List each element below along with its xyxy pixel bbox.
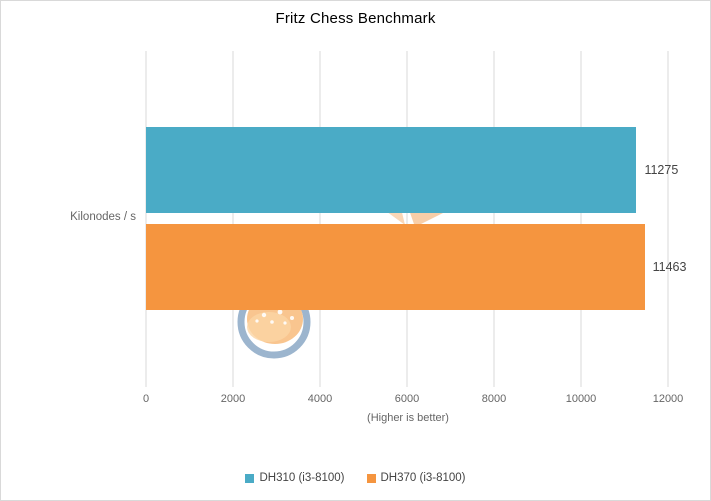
gridline: [232, 51, 234, 387]
x-axis-label: (Higher is better): [367, 412, 449, 424]
gridline: [406, 51, 408, 387]
x-tick-label: 2000: [220, 393, 246, 405]
gridline: [493, 51, 495, 387]
chart-title: Fritz Chess Benchmark: [275, 10, 436, 27]
watermark-ball-highlight: [247, 312, 291, 342]
legend-label: DH310 (i3-8100): [259, 472, 345, 484]
legend-swatch-icon: [366, 473, 376, 483]
gridline: [667, 51, 669, 387]
x-tick-label: 6000: [394, 393, 420, 405]
legend-item-dh370-i3-8100: DH370 (i3-8100): [366, 472, 466, 484]
legend-item-dh310-i3-8100: DH310 (i3-8100): [245, 472, 345, 484]
x-tick-label: 0: [142, 393, 150, 405]
legend-swatch-icon: [245, 473, 255, 483]
bar-dh370-i3-8100: [146, 224, 645, 310]
x-tick-label: 10000: [565, 393, 597, 405]
gridline: [580, 51, 582, 387]
category-axis-label: Kilonodes / s: [70, 211, 136, 223]
x-tick-label: 12000: [652, 393, 684, 405]
x-tick-label: 4000: [307, 393, 333, 405]
value-label-dh310-i3-8100: 11275: [644, 163, 679, 177]
x-tick-label: 8000: [481, 393, 507, 405]
legend: DH310 (i3-8100) DH370 (i3-8100): [1, 472, 710, 484]
value-label-dh370-i3-8100: 11463: [652, 260, 687, 274]
legend-label: DH370 (i3-8100): [380, 472, 466, 484]
watermark-dots-icon: [255, 309, 294, 325]
bar-dh310-i3-8100: [146, 127, 637, 213]
gridline: [319, 51, 321, 387]
gridline: [145, 51, 147, 387]
